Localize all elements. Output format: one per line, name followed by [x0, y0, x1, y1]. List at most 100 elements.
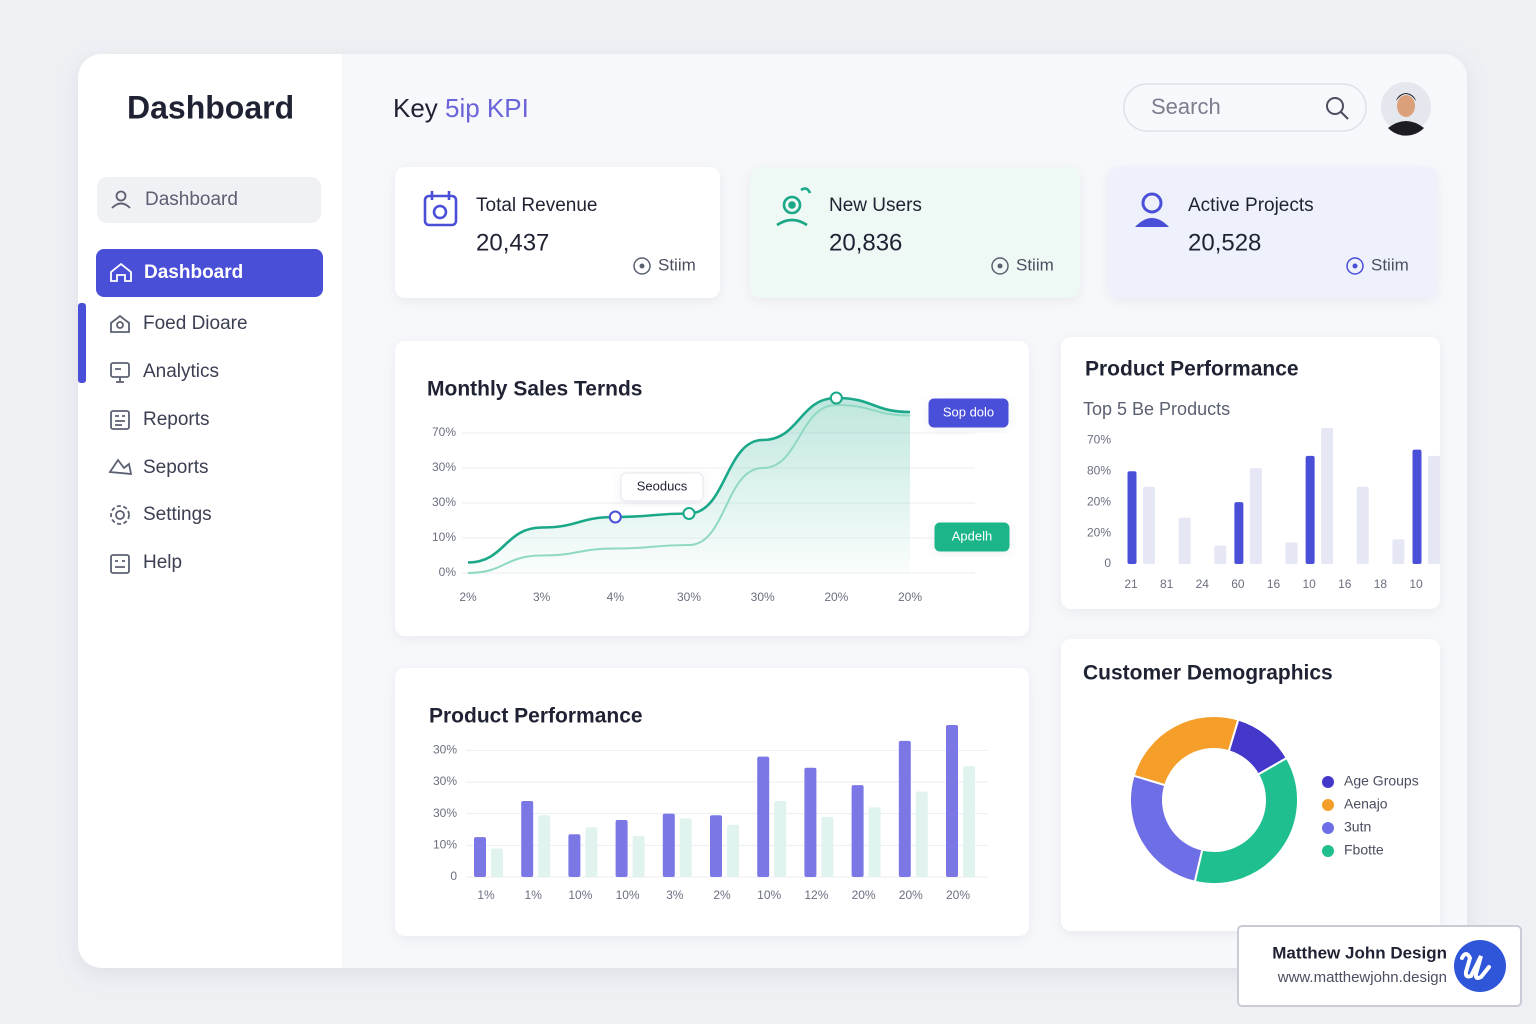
nav-item[interactable]: Foed Dioare [143, 313, 248, 334]
kpi-title: New Users [829, 195, 922, 216]
x-tick-label: 16 [1267, 577, 1281, 591]
kpi-icon [776, 187, 812, 227]
kpi-link-icon [633, 257, 651, 275]
search-icon[interactable] [1326, 97, 1349, 120]
nav-icon [110, 410, 130, 430]
nav-item[interactable]: Analytics [143, 361, 219, 382]
bar [521, 801, 534, 877]
x-tick-label: 20% [824, 590, 848, 604]
page-title-highlight: 5ip KPI [445, 93, 529, 123]
nav-item[interactable]: Help [143, 552, 182, 573]
bar [821, 816, 834, 877]
y-tick-label: 20% [1087, 525, 1111, 539]
y-tick-label: 30% [433, 743, 457, 757]
x-tick-label: 2% [713, 888, 731, 902]
point-marker [829, 391, 843, 405]
y-tick-label: 20% [1087, 494, 1111, 508]
bar [1321, 428, 1334, 564]
bar [1234, 502, 1244, 564]
x-tick-label: 1% [525, 888, 543, 902]
nav-item-bg[interactable] [97, 177, 321, 223]
bar [774, 801, 787, 877]
watermark-logo [1454, 940, 1506, 992]
bar [710, 815, 722, 877]
x-tick-label: 10% [757, 888, 781, 902]
bar [1127, 471, 1137, 564]
series-line [467, 403, 911, 574]
kpi-value: 20,836 [829, 229, 902, 256]
y-tick-label: 70% [432, 425, 456, 439]
nav-item-active[interactable] [96, 249, 323, 297]
nav-icon [110, 554, 130, 574]
y-tick-label: 0% [439, 565, 457, 579]
page-title: Key [393, 93, 438, 123]
bar [568, 834, 581, 877]
point-marker [608, 510, 622, 524]
x-tick-label: 3% [533, 590, 551, 604]
annotation-box [928, 398, 1009, 428]
watermark-url: www.matthewjohn.design [1277, 969, 1447, 986]
x-tick-label: 10 [1302, 577, 1316, 591]
kpi-link[interactable]: Stiim [1371, 255, 1409, 274]
chart-title: Product Performance [1085, 358, 1299, 381]
annotation-box [934, 522, 1010, 552]
y-tick-label: 30% [432, 495, 456, 509]
nav-item[interactable]: Dashboard [144, 262, 243, 283]
y-tick-label: 30% [433, 774, 457, 788]
legend-swatch [1322, 799, 1334, 811]
bar [1412, 449, 1422, 564]
bar [1305, 455, 1315, 564]
annotation: Seoducs [637, 478, 688, 493]
nav-item[interactable]: Settings [143, 504, 212, 525]
bar [1428, 455, 1440, 564]
nav-item[interactable]: Dashboard [145, 189, 238, 210]
kpi-link[interactable]: Stiim [1016, 255, 1054, 274]
kpi-link-icon [997, 263, 1003, 269]
x-tick-label: 10% [568, 888, 592, 902]
bar [1178, 517, 1191, 564]
legend-swatch [1322, 776, 1334, 788]
bar [757, 756, 770, 877]
x-tick-label: 30% [677, 590, 701, 604]
bar [1214, 545, 1227, 564]
kpi-icon [423, 191, 458, 227]
bar [615, 820, 628, 877]
nav-icon [110, 314, 130, 333]
kpi-link[interactable]: Stiim [658, 255, 696, 274]
point-marker [682, 507, 696, 520]
avatar[interactable] [1381, 82, 1431, 136]
bar [491, 848, 503, 877]
nav-icon [108, 458, 133, 476]
bar [963, 766, 975, 877]
y-tick-label: 70% [1087, 433, 1111, 447]
kpi-value: 20,437 [476, 229, 549, 256]
watermark-box [1237, 925, 1522, 1007]
x-tick-label: 1% [477, 888, 495, 902]
x-tick-label: 81 [1160, 577, 1174, 591]
kpi-link-icon [639, 263, 645, 269]
x-tick-label: 20% [946, 888, 970, 902]
bar [1392, 539, 1405, 564]
nav-item[interactable]: Seports [143, 457, 208, 478]
x-tick-label: 21 [1124, 577, 1138, 591]
x-tick-label: 16 [1338, 577, 1352, 591]
x-tick-label: 10% [616, 888, 640, 902]
chart-title: Product Performance [429, 705, 643, 728]
kpi-link-icon [1352, 263, 1358, 269]
search-box[interactable] [1123, 83, 1367, 132]
chart-subtitle: Top 5 Be Products [1083, 399, 1230, 419]
search-placeholder[interactable]: Search [1151, 94, 1221, 119]
area-fill [468, 398, 910, 573]
nav-icon [110, 362, 130, 383]
x-tick-label: 60 [1231, 577, 1245, 591]
bar [727, 824, 739, 877]
nav-item[interactable]: Reports [143, 409, 210, 430]
y-tick-label: 80% [1087, 463, 1111, 477]
annotation: Sop dolo [943, 404, 994, 419]
bar [851, 785, 864, 877]
kpi-title: Active Projects [1188, 195, 1314, 216]
legend-label: Aenajo [1344, 796, 1388, 812]
charts: Monthly Sales Ternds 0% 10% 30% 30% 70% 2% 3% 4%… [427, 358, 1440, 902]
